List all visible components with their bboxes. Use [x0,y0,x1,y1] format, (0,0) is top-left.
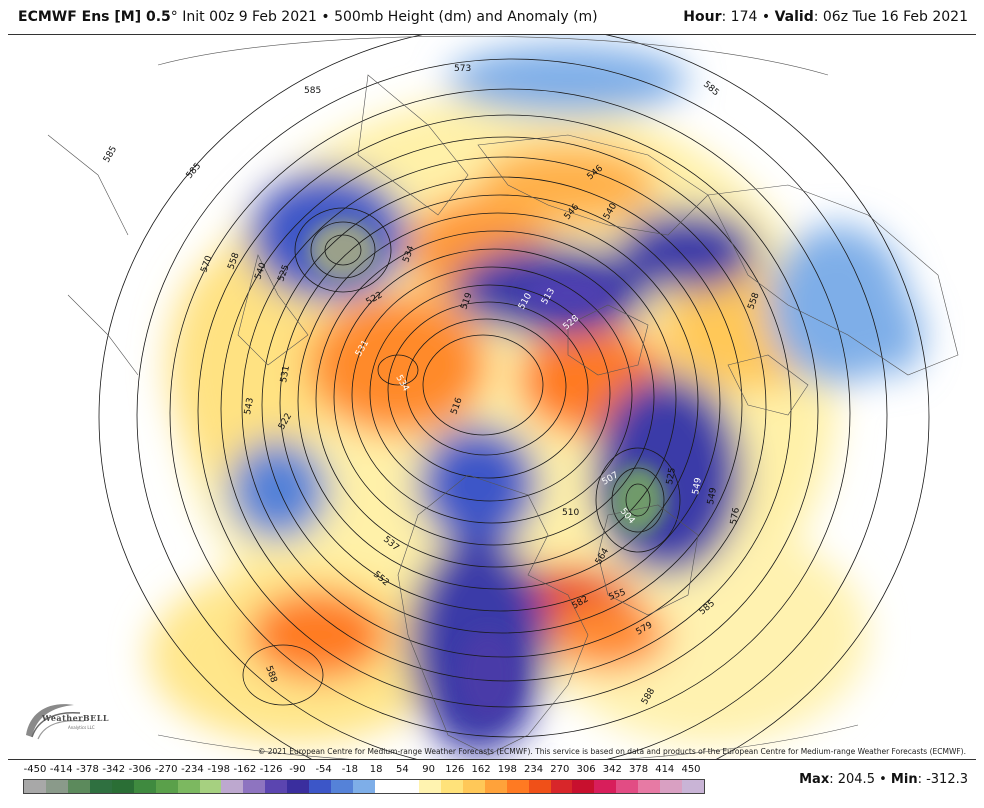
contour-label: 531 [279,365,292,384]
legend-swatch [177,780,200,793]
hour-value: : 174 [721,9,758,25]
legend-swatch [331,780,354,793]
legend-tick-label: 450 [681,764,701,775]
legend-swatch [199,780,222,793]
legend-tick-label: 270 [550,764,570,775]
legend-swatch [221,780,244,793]
title-bullet: • [321,9,330,25]
legend-swatch [484,780,507,793]
legend-tick-label: 126 [445,764,465,775]
legend-tick-label: -306 [128,764,152,775]
legend-swatch [616,780,639,793]
legend-tick-label: 414 [655,764,675,775]
legend-tick-label: -342 [102,764,126,775]
legend-color-bar [23,779,705,794]
legend-swatch [418,780,441,793]
legend-swatch [243,780,266,793]
legend-swatch [67,780,90,793]
legend-swatch [375,780,397,793]
field-stats: Max: 204.5 • Min: -312.3 [799,772,968,787]
legend-swatch [24,780,46,793]
legend-tick-label: -126 [259,764,283,775]
legend-swatch [155,780,178,793]
legend-tick-label: -18 [341,764,359,775]
legend-swatch [133,780,156,793]
legend-tick-label: -414 [49,764,73,775]
weatherbell-logo: WeatherBELL Analytics LLC [22,697,112,745]
legend-swatch [396,780,419,793]
contour-label: 543 [243,397,256,416]
valid-time-info: Hour: 174 • Valid: 06z Tue 16 Feb 2021 [683,9,968,25]
legend-tick-label: 198 [497,764,517,775]
legend-tick-label: -450 [23,764,47,775]
contour-label: 549 [691,477,704,496]
legend-swatch [45,780,68,793]
legend-swatch [353,780,375,793]
contour-label: 585 [304,86,321,96]
legend-swatch [440,780,463,793]
legend-swatch [572,780,595,793]
copyright-notice: © 2021 European Centre for Medium-range … [257,747,966,756]
legend-tick-label: -162 [233,764,257,775]
legend-swatch [528,780,551,793]
init-time: Init 00z 9 Feb 2021 [182,9,317,25]
legend-tick-label: -54 [315,764,332,775]
min-value: : -312.3 [917,772,968,787]
legend-swatch [638,780,661,793]
contour-label: 510 [562,508,579,518]
hour-label: Hour [683,9,722,25]
legend-tick-label: 90 [422,764,435,775]
logo-subtext: Analytics LLC [68,725,95,730]
legend-tick-label: -378 [76,764,99,775]
height-contours [98,35,930,759]
logo-text: WeatherBELL [42,713,110,723]
legend-tick-label: 162 [471,764,491,775]
legend-swatch [89,780,112,793]
contour-label: 525 [665,467,678,486]
max-value: : 204.5 [829,772,875,787]
color-legend: -450 -414 -378 -342 -306 -270 -234 -198 -162 -126… [18,764,708,804]
map-title: ECMWF Ens [M] 0.5° Init 00z 9 Feb 2021 •… [18,9,598,25]
legend-swatch [506,780,529,793]
legend-tick-label: -90 [289,764,306,775]
degree-symbol: ° [170,9,178,25]
contour-label: 576 [729,507,742,526]
contour-label: 549 [706,487,719,506]
legend-swatch [462,780,485,793]
legend-tick-label: 18 [369,764,383,775]
map-canvas: 573 585 585 585 585 570 558 540 525 534 … [8,35,976,759]
coastlines [47,35,959,759]
legend-swatch [265,780,288,793]
valid-value: : 06z Tue 16 Feb 2021 [813,9,968,25]
legend-tick-label: -198 [207,764,231,775]
forecast-map: 573 585 585 585 585 570 558 540 525 534 … [8,34,976,760]
legend-swatch [660,780,683,793]
legend-tick-label: 378 [628,764,649,775]
legend-tick-label: 234 [524,764,544,775]
legend-tick-label: 306 [576,764,596,775]
valid-label: Valid [774,9,814,25]
field-name: 500mb Height (dm) and Anomaly (m) [334,9,598,25]
legend-swatch [111,780,134,793]
legend-swatch [309,780,332,793]
min-label: Min [890,772,918,787]
legend-swatch [682,780,705,793]
header-bar: ECMWF Ens [M] 0.5° Init 00z 9 Feb 2021 •… [0,0,984,34]
legend-tick-label: 342 [602,764,622,775]
legend-tick-label: -270 [154,764,178,775]
max-label: Max [799,772,830,787]
legend-swatch [594,780,617,793]
legend-swatch [550,780,573,793]
model-name: ECMWF Ens [M] 0.5 [18,9,171,25]
legend-swatch [287,780,310,793]
contour-label: 573 [454,64,471,74]
valid-bullet: • [761,9,771,25]
stats-bullet: • [879,772,887,787]
legend-tick-label: 54 [395,764,409,775]
legend-tick-labels: -450 -414 -378 -342 -306 -270 -234 -198 -162 -126… [18,764,708,778]
legend-tick-label: -234 [181,764,204,775]
